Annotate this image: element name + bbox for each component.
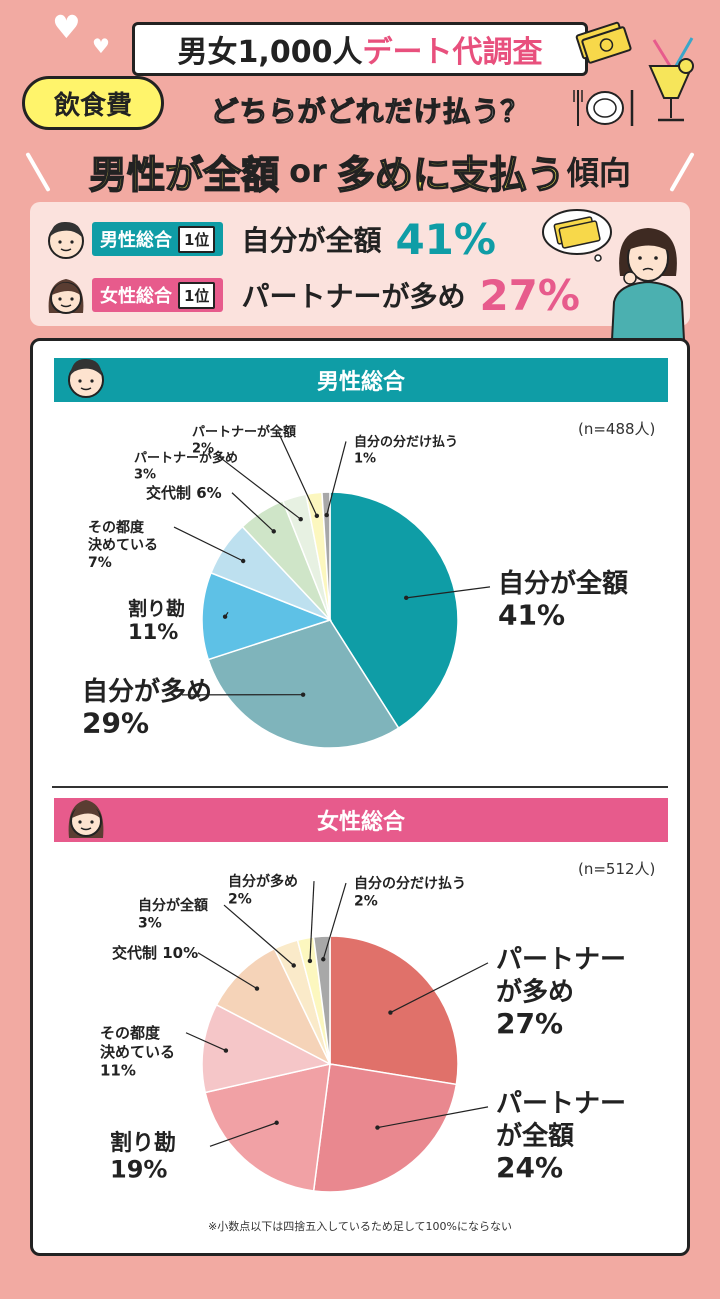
plate-cutlery-icon [573,90,634,126]
title-main: 男女1,000人 [177,35,363,70]
summary-male-tag: 男性総合 1位 [92,222,224,256]
headline-or: or [289,152,327,190]
female-sample-size: (n=512人) [578,860,656,878]
headline: 男性が全額 or 多めに支払う 傾向 [30,140,690,202]
summary-male-group: 男性総合 [100,230,172,251]
summary-female-percent: 27% [479,270,580,320]
summary-female-rank: 1位 [178,281,216,309]
woman-face-icon [68,800,104,838]
woman-face-icon [48,279,84,314]
headline-part2: 多めに支払う [336,152,566,198]
thought-bubble-money-icon [542,209,612,262]
summary-male-percent: 41% [395,214,496,264]
summary-female-tag: 女性総合 1位 [92,278,224,312]
heart-icon: ♥ [92,34,110,58]
category-badge: 飲食費 [22,76,164,130]
man-face-icon [48,221,84,259]
headline-part1: 男性が全額 [88,152,280,198]
male-chart-title: 男性総合 [54,358,668,402]
headline-suffix: 傾向 [566,154,631,192]
heart-icon: ♥ [52,8,81,46]
question-text: どちらがどれだけ払う？ [210,94,530,128]
thinking-woman-illustration [610,228,686,340]
summary-male-answer: 自分が全額 [241,224,382,257]
summary-male-row: 男性総合 1位 自分が全額 41% [44,214,496,264]
summary-female-row: 女性総合 1位 パートナーが多め 27% [44,270,580,320]
tropical-drink-icon [648,37,694,122]
money-bundle-icon [575,21,632,64]
chart-card [30,338,690,1256]
footnote: ※小数点以下は四捨五入しているため足して100%にならない [207,1220,512,1233]
page-title: 男女1,000人 デート代調査 [132,22,588,76]
summary-female-group: 女性総合 [100,286,172,307]
female-chart-title: 女性総合 [54,798,668,842]
title-accent: デート代調査 [362,35,543,70]
man-face-icon [68,358,104,398]
summary-female-answer: パートナーが多め [241,280,466,313]
male-sample-size: (n=488人) [578,420,656,438]
summary-male-rank: 1位 [178,225,216,253]
section-divider [52,786,668,788]
